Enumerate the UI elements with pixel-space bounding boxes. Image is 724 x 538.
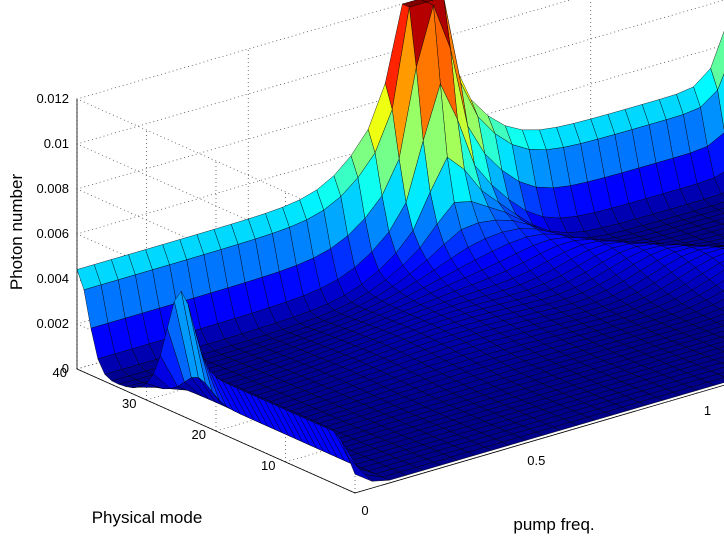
- z-tick-label: 0.004: [36, 271, 69, 286]
- z-axis-label: Photon number: [7, 174, 26, 291]
- axis-lines: [76, 99, 724, 494]
- x-axis-label: pump freq.: [513, 515, 594, 534]
- x-axis-line: [354, 384, 724, 494]
- x-tick-label: 0.5: [527, 453, 545, 468]
- y-tick-labels: 10 20 30 40: [53, 365, 276, 473]
- z-tick-labels: 0 0.002 0.004 0.006 0.008 0.01 0.012: [36, 91, 69, 376]
- x-tick-label: 0: [361, 503, 368, 518]
- surface-plot: [76, 0, 724, 482]
- surface-quad: [347, 456, 373, 482]
- z-tick-label: 0.01: [44, 136, 69, 151]
- y-tick-label: 30: [122, 396, 136, 411]
- y-tick-label: 40: [53, 365, 67, 380]
- y-tick-label: 20: [192, 427, 206, 442]
- z-tick-label: 0.002: [36, 316, 69, 331]
- z-tick-label: 0.008: [36, 181, 69, 196]
- z-tick-label: 0.006: [36, 226, 69, 241]
- x-tick-labels: 00.511.52: [361, 403, 711, 518]
- x-tick-label: 1: [704, 403, 711, 418]
- y-axis-line: [76, 368, 356, 494]
- y-tick-label: 10: [261, 458, 275, 473]
- y-axis-label: Physical mode: [92, 508, 203, 527]
- z-tick-label: 0.012: [36, 91, 69, 106]
- z-tick-label: 0: [62, 361, 69, 376]
